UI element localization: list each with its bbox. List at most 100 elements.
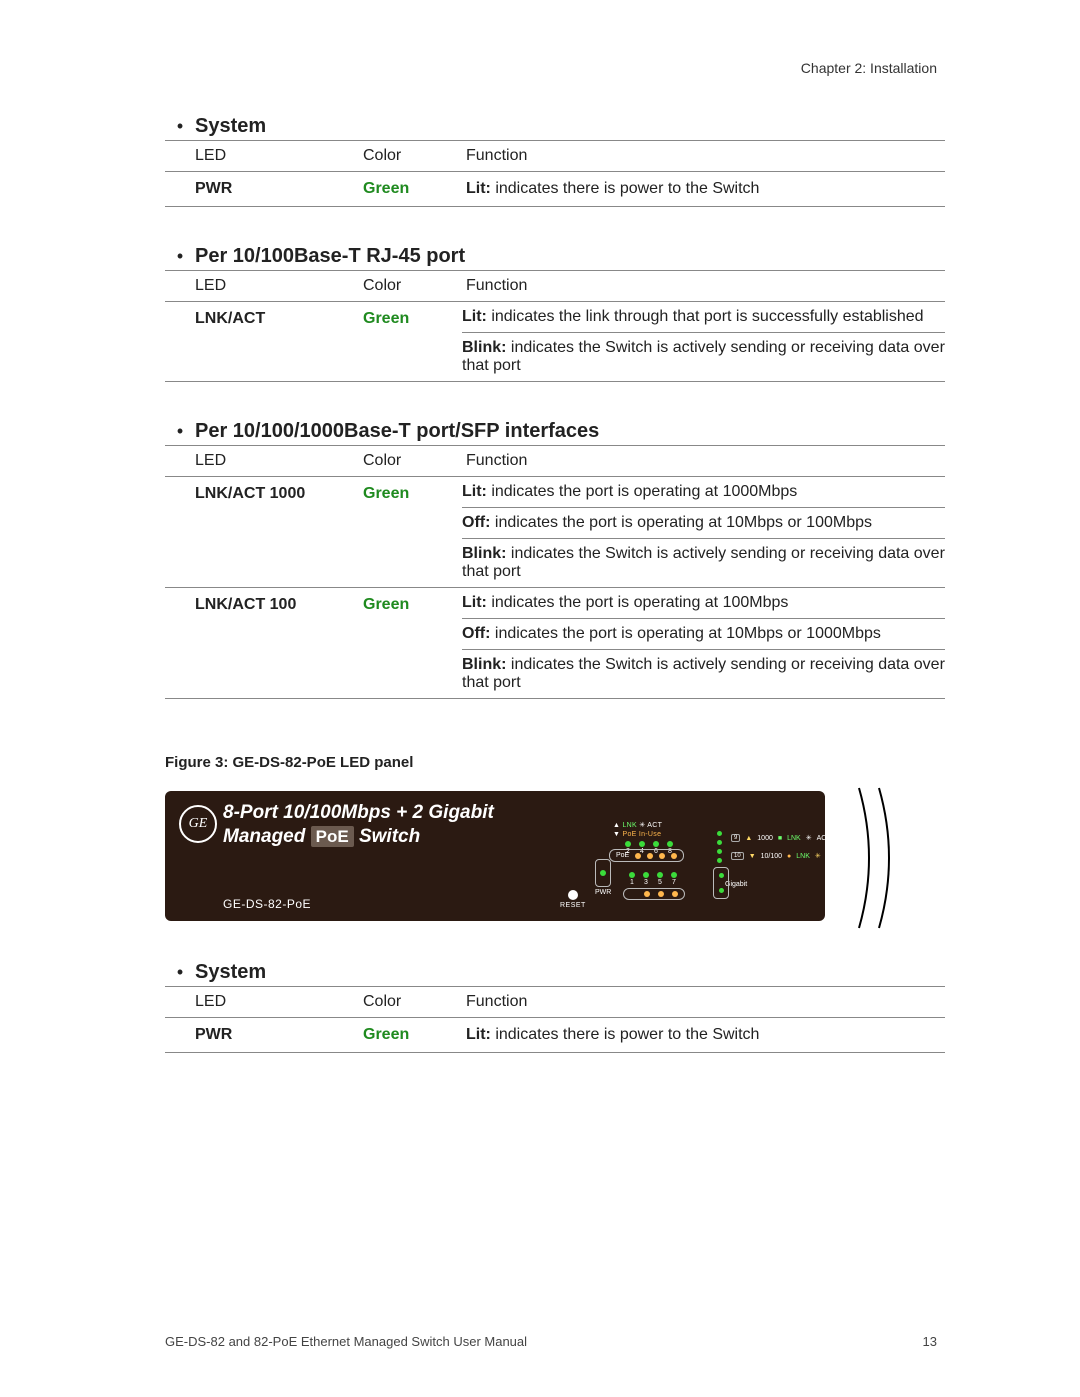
led-function: Lit: indicates the link through that por… <box>462 302 945 382</box>
page: Chapter 2: Installation • System LED Col… <box>0 0 1080 1397</box>
fn-state: Lit: <box>466 1026 491 1043</box>
fn-text: indicates the port is operating at 100Mb… <box>487 594 789 611</box>
panel-title: 8-Port 10/100Mbps + 2 Gigabit Managed Po… <box>223 801 494 849</box>
led-function: Lit: indicates the port is operating at … <box>462 477 945 588</box>
col-led: LED <box>165 271 359 302</box>
reset-button-graphic: RESET <box>560 890 586 909</box>
port-num: 7 <box>671 879 677 886</box>
col-color: Color <box>359 141 462 172</box>
led-name: LNK/ACT <box>165 302 359 382</box>
fn-text: indicates the Switch is actively sending… <box>462 339 945 374</box>
fn-text: indicates the link through that port is … <box>487 308 924 325</box>
chapter-header: Chapter 2: Installation <box>801 60 937 76</box>
section-system: • System LED Color Function PWR Green Li… <box>165 115 945 207</box>
section-title: Per 10/100Base-T RJ-45 port <box>195 245 465 268</box>
led-name: PWR <box>165 1018 359 1053</box>
poe-box-label: PoE <box>616 852 629 859</box>
led-color: Green <box>359 302 462 382</box>
port-tag: 10 <box>731 852 744 860</box>
footer-page-number: 13 <box>923 1334 937 1349</box>
fn-text: indicates the Switch is actively sending… <box>462 545 945 580</box>
ge-logo-icon: GE <box>179 805 217 843</box>
gigabit-1000: 1000 <box>757 835 773 842</box>
col-led: LED <box>165 446 359 477</box>
fn-state: Blink: <box>462 339 506 356</box>
figure-panel-wrap: GE 8-Port 10/100Mbps + 2 Gigabit Managed… <box>165 791 865 921</box>
gigabit-block: 9 ▲1000 ■LNK ✳ACT 10 ▼10/100 ●LNK ✳ACT <box>717 831 825 888</box>
led-table-system-2: LED Color Function PWR Green Lit: indica… <box>165 987 945 1053</box>
poe-indicator-box: PoE <box>609 849 684 862</box>
fn-state: Lit: <box>462 594 487 611</box>
table-row: LNK/ACT 100 Green Lit: indicates the por… <box>165 588 945 699</box>
led-function: Lit: indicates there is power to the Swi… <box>462 1018 945 1053</box>
led-function: Lit: indicates the port is operating at … <box>462 588 945 699</box>
section-title: Per 10/100/1000Base-T port/SFP interface… <box>195 420 599 443</box>
fn-text: indicates the Switch is actively sending… <box>462 656 945 691</box>
switch-panel: GE 8-Port 10/100Mbps + 2 Gigabit Managed… <box>165 791 825 921</box>
port-tag: 9 <box>731 834 740 842</box>
tri-down-icon: ▼ <box>613 831 620 838</box>
led-color: Green <box>359 588 462 699</box>
table-row: PWR Green Lit: indicates there is power … <box>165 172 945 207</box>
gigabit-lnk: LNK <box>787 835 801 842</box>
gigabit-lnk2: LNK <box>796 853 810 860</box>
legend-poe: PoE In-Use <box>622 831 661 838</box>
col-function: Function <box>462 987 945 1018</box>
star-icon: ✳ <box>639 822 645 829</box>
col-color: Color <box>359 987 462 1018</box>
led-color: Green <box>359 477 462 588</box>
col-function: Function <box>462 446 945 477</box>
panel-title-line2b: Switch <box>354 826 421 847</box>
led-table-rj45: LED Color Function LNK/ACT Green Lit: in… <box>165 271 945 382</box>
led-function: Lit: indicates there is power to the Swi… <box>462 172 945 207</box>
footer-left: GE-DS-82 and 82-PoE Ethernet Managed Swi… <box>165 1334 527 1349</box>
fn-state: Off: <box>462 514 490 531</box>
fn-text: indicates the port is operating at 10Mbp… <box>490 625 880 642</box>
fn-state: Blink: <box>462 545 506 562</box>
led-color: Green <box>359 1018 462 1053</box>
page-footer: GE-DS-82 and 82-PoE Ethernet Managed Swi… <box>165 1334 937 1349</box>
fn-state: Lit: <box>466 180 491 197</box>
col-color: Color <box>359 271 462 302</box>
gigabit-act: ACT <box>817 835 825 842</box>
bullet-icon: • <box>165 962 195 983</box>
col-function: Function <box>462 141 945 172</box>
panel-title-line2a: Managed <box>223 826 311 847</box>
fn-state: Lit: <box>462 308 487 325</box>
led-color: Green <box>359 172 462 207</box>
tri-up-icon: ▲ <box>613 822 620 829</box>
fn-text: indicates there is power to the Switch <box>491 180 760 197</box>
table-row: LNK/ACT 1000 Green Lit: indicates the po… <box>165 477 945 588</box>
gigabit-label: Gigabit <box>725 881 825 888</box>
led-name: PWR <box>165 172 359 207</box>
port-num: 1 <box>629 879 635 886</box>
bullet-icon: • <box>165 116 195 137</box>
fn-text: indicates the port is operating at 1000M… <box>487 483 797 500</box>
section-title: System <box>195 115 266 138</box>
reset-label: RESET <box>560 902 586 909</box>
fn-state: Lit: <box>462 483 487 500</box>
poe-badge: PoE <box>311 826 354 847</box>
table-row: PWR Green Lit: indicates there is power … <box>165 1018 945 1053</box>
fn-state: Off: <box>462 625 490 642</box>
col-function: Function <box>462 271 945 302</box>
bullet-icon: • <box>165 421 195 442</box>
led-table-system: LED Color Function PWR Green Lit: indica… <box>165 141 945 207</box>
cutaway-arcs-icon <box>849 783 909 933</box>
bullet-icon: • <box>165 246 195 267</box>
led-table-sfp: LED Color Function LNK/ACT 1000 Green Li… <box>165 446 945 699</box>
fn-text: indicates there is power to the Switch <box>491 1026 760 1043</box>
col-color: Color <box>359 446 462 477</box>
pwr-indicator: PWR <box>595 859 611 896</box>
table-row: LNK/ACT Green Lit: indicates the link th… <box>165 302 945 382</box>
legend-lnk: LNK <box>622 822 637 829</box>
port-num: 5 <box>657 879 663 886</box>
section-title: System <box>195 961 266 984</box>
section-rj45: • Per 10/100Base-T RJ-45 port LED Color … <box>165 245 945 382</box>
col-led: LED <box>165 141 359 172</box>
col-led: LED <box>165 987 359 1018</box>
led-block-bottom: 1 3 5 7 <box>617 869 685 900</box>
panel-title-line1: 8-Port 10/100Mbps + 2 Gigabit <box>223 802 494 823</box>
port-num: 3 <box>643 879 649 886</box>
gigabit-10100: 10/100 <box>761 853 782 860</box>
